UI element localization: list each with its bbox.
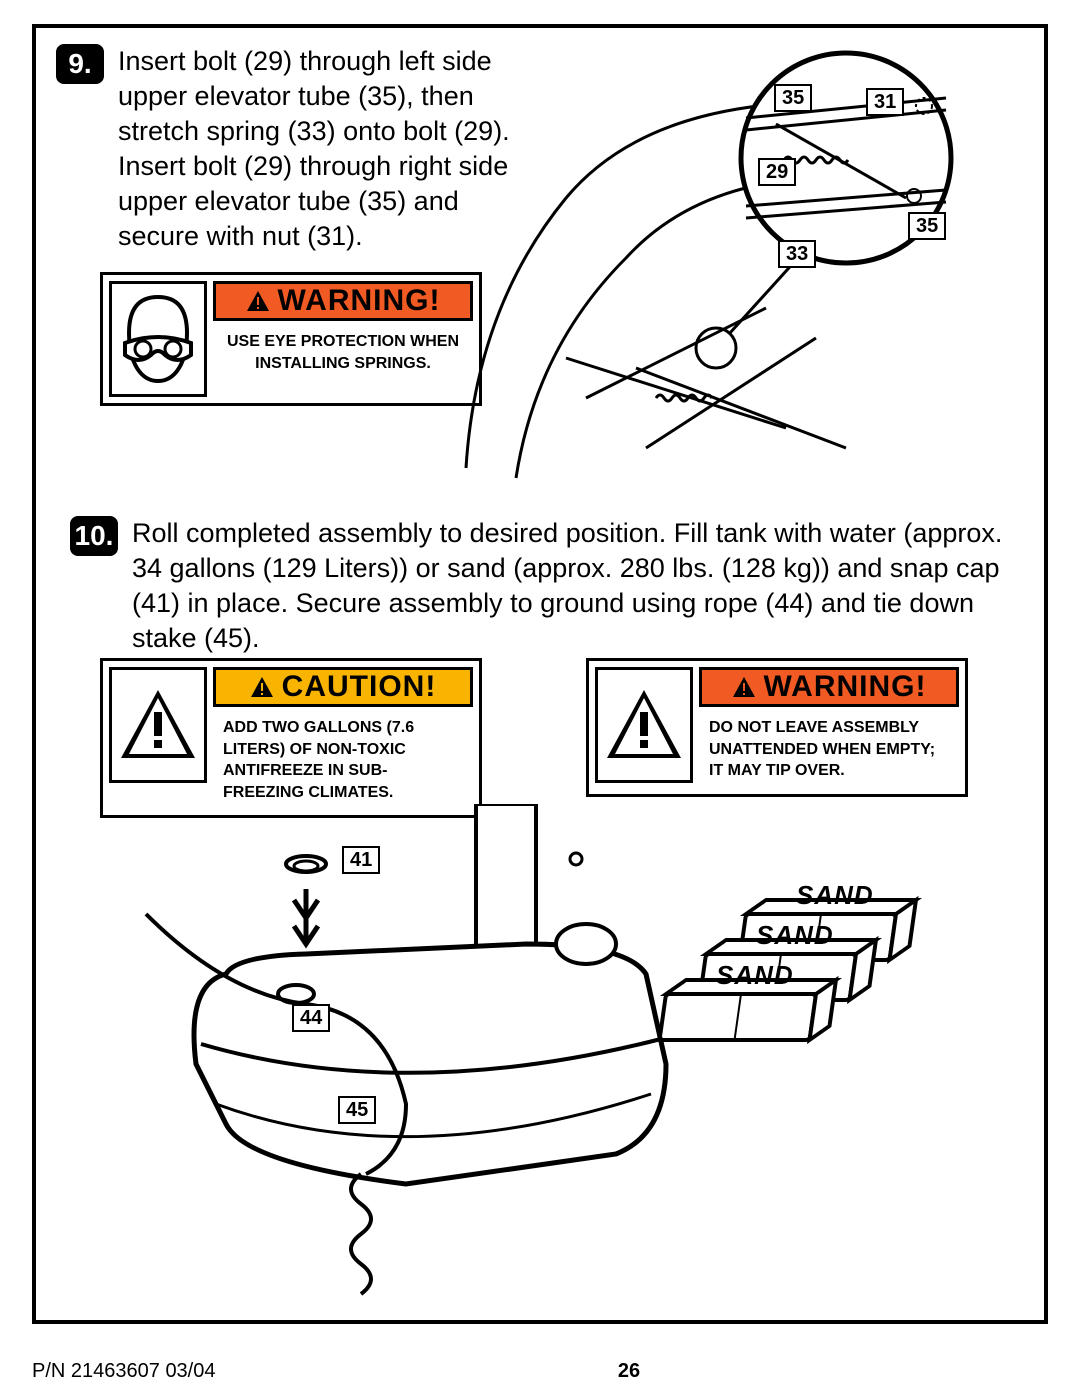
goggles-icon	[109, 281, 207, 397]
step-9-diagram: 35 31 29 35 33	[446, 48, 996, 488]
warning2-header: WARNING!	[699, 667, 959, 707]
callout-35b: 35	[908, 212, 946, 240]
warning-triangle-icon	[246, 289, 270, 313]
sand-label-1: SAND	[796, 880, 874, 911]
warning-triangle-icon	[595, 667, 693, 783]
warning-header: WARNING!	[213, 281, 473, 321]
step-10-text: Roll completed assembly to desired posit…	[132, 516, 1010, 656]
callout-41: 41	[342, 846, 380, 874]
caution-triangle-icon-small	[250, 675, 274, 699]
callout-33: 33	[778, 240, 816, 268]
callout-44: 44	[292, 1004, 330, 1032]
warning-header-text: WARNING!	[278, 286, 441, 316]
callout-29: 29	[758, 158, 796, 186]
step-10-diagram: 41 44 45 SAND SAND SAND	[106, 804, 976, 1304]
page: 9. Insert bolt (29) through left side up…	[0, 0, 1080, 1397]
warning-box-tip-over: WARNING! DO NOT LEAVE ASSEMBLY UNATTENDE…	[586, 658, 968, 797]
step-10: 10. Roll completed assembly to desired p…	[70, 516, 1010, 656]
callout-35a: 35	[774, 84, 812, 112]
caution-header-text: CAUTION!	[282, 672, 437, 702]
step-9-number: 9.	[56, 44, 104, 84]
part-number: P/N 21463607 03/04	[32, 1360, 216, 1383]
page-footer: P/N 21463607 03/04 26 .	[32, 1360, 1048, 1383]
sand-label-3: SAND	[716, 960, 794, 991]
caution-triangle-icon	[109, 667, 207, 783]
content-frame: 9. Insert bolt (29) through left side up…	[32, 24, 1048, 1324]
warning-body-text: USE EYE PROTECTION WHEN INSTALLING SPRIN…	[213, 321, 473, 380]
callout-45: 45	[338, 1096, 376, 1124]
callout-31: 31	[866, 88, 904, 116]
caution-header: CAUTION!	[213, 667, 473, 707]
page-number: 26	[618, 1360, 640, 1383]
step-10-number: 10.	[70, 516, 118, 556]
sand-label-2: SAND	[756, 920, 834, 951]
warning-box-eye-protection: WARNING! USE EYE PROTECTION WHEN INSTALL…	[100, 272, 482, 406]
caution-box-antifreeze: CAUTION! ADD TWO GALLONS (7.6 LITERS) OF…	[100, 658, 482, 818]
warning2-body-text: DO NOT LEAVE ASSEMBLY UNATTENDED WHEN EM…	[699, 707, 959, 788]
caution-body-text: ADD TWO GALLONS (7.6 LITERS) OF NON-TOXI…	[213, 707, 473, 809]
warning-triangle-icon-small	[732, 675, 756, 699]
warning2-header-text: WARNING!	[764, 672, 927, 702]
